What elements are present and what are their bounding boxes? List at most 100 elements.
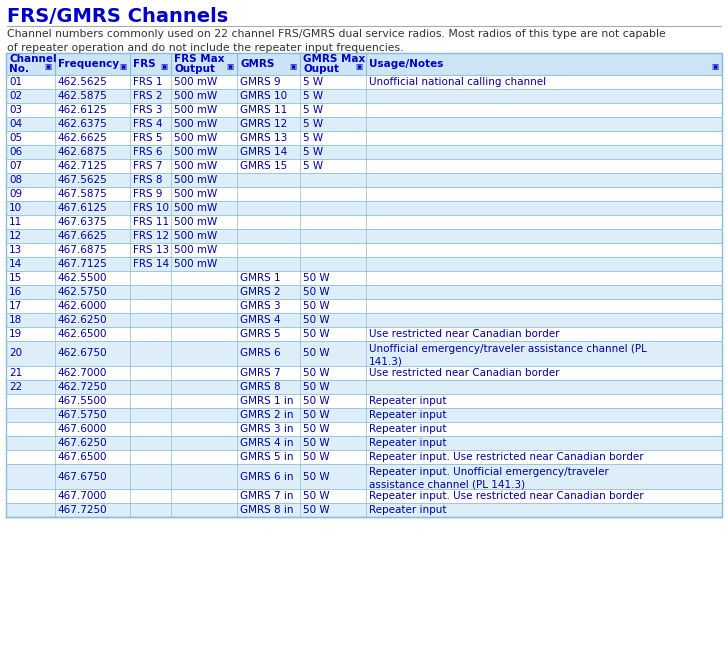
Text: ▣: ▣ xyxy=(711,62,719,71)
Bar xyxy=(6,257,722,271)
Text: GMRS 13: GMRS 13 xyxy=(240,133,288,143)
Text: 12: 12 xyxy=(9,231,23,241)
Text: 18: 18 xyxy=(9,315,23,325)
Text: GMRS: GMRS xyxy=(240,59,274,69)
Text: Repeater input: Repeater input xyxy=(369,410,447,420)
Text: 462.5875: 462.5875 xyxy=(58,91,108,101)
Text: 5 W: 5 W xyxy=(304,161,323,171)
Bar xyxy=(6,394,722,408)
Text: FRS Max
Output: FRS Max Output xyxy=(175,54,225,74)
Text: Repeater input: Repeater input xyxy=(369,505,447,515)
Text: Unofficial national calling channel: Unofficial national calling channel xyxy=(369,77,546,87)
Text: 15: 15 xyxy=(9,273,23,283)
Text: 462.6000: 462.6000 xyxy=(58,301,107,311)
Text: GMRS 1: GMRS 1 xyxy=(240,273,281,283)
Text: 462.7000: 462.7000 xyxy=(58,368,107,378)
Bar xyxy=(6,117,722,131)
Text: 500 mW: 500 mW xyxy=(175,245,218,255)
Text: 462.6125: 462.6125 xyxy=(58,105,108,115)
Bar xyxy=(6,53,722,75)
Text: 467.7000: 467.7000 xyxy=(58,491,107,501)
Text: 462.5625: 462.5625 xyxy=(58,77,108,87)
Text: 500 mW: 500 mW xyxy=(175,133,218,143)
Text: FRS 1: FRS 1 xyxy=(133,77,162,87)
Text: 467.7125: 467.7125 xyxy=(58,259,108,269)
Text: 5 W: 5 W xyxy=(304,119,323,129)
Text: 500 mW: 500 mW xyxy=(175,189,218,199)
Text: 01: 01 xyxy=(9,77,22,87)
Text: Channel numbers commonly used on 22 channel FRS/GMRS dual service radios. Most r: Channel numbers commonly used on 22 chan… xyxy=(7,29,665,53)
Text: ▣: ▣ xyxy=(290,62,297,71)
Text: 19: 19 xyxy=(9,329,23,339)
Bar xyxy=(6,145,722,159)
Text: 500 mW: 500 mW xyxy=(175,217,218,227)
Text: 5 W: 5 W xyxy=(304,133,323,143)
Text: GMRS 4: GMRS 4 xyxy=(240,315,281,325)
Bar xyxy=(6,436,722,450)
Text: 17: 17 xyxy=(9,301,23,311)
Text: 14: 14 xyxy=(9,259,23,269)
Text: ▣: ▣ xyxy=(226,62,234,71)
Text: 50 W: 50 W xyxy=(304,438,330,448)
Bar xyxy=(6,103,722,117)
Bar xyxy=(6,229,722,243)
Text: ▣: ▣ xyxy=(355,62,363,71)
Text: FRS 12: FRS 12 xyxy=(133,231,169,241)
Bar xyxy=(6,464,722,489)
Text: Frequency: Frequency xyxy=(58,59,119,69)
Text: GMRS 2: GMRS 2 xyxy=(240,287,281,297)
Text: GMRS 5 in: GMRS 5 in xyxy=(240,452,294,462)
Text: GMRS 6: GMRS 6 xyxy=(240,349,281,359)
Text: Repeater input: Repeater input xyxy=(369,396,447,406)
Bar xyxy=(6,243,722,257)
Text: Usage/Notes: Usage/Notes xyxy=(369,59,443,69)
Text: 50 W: 50 W xyxy=(304,368,330,378)
Text: 500 mW: 500 mW xyxy=(175,147,218,157)
Text: 06: 06 xyxy=(9,147,22,157)
Text: 5 W: 5 W xyxy=(304,105,323,115)
Text: FRS 3: FRS 3 xyxy=(133,105,162,115)
Text: Repeater input: Repeater input xyxy=(369,438,447,448)
Text: GMRS 5: GMRS 5 xyxy=(240,329,281,339)
Text: GMRS 3 in: GMRS 3 in xyxy=(240,424,294,434)
Text: 462.5500: 462.5500 xyxy=(58,273,107,283)
Text: FRS 10: FRS 10 xyxy=(133,203,169,213)
Text: 467.6250: 467.6250 xyxy=(58,438,107,448)
Text: GMRS 4 in: GMRS 4 in xyxy=(240,438,294,448)
Text: 462.6750: 462.6750 xyxy=(58,349,107,359)
Text: 50 W: 50 W xyxy=(304,471,330,481)
Text: 04: 04 xyxy=(9,119,22,129)
Text: 10: 10 xyxy=(9,203,22,213)
Text: GMRS 7 in: GMRS 7 in xyxy=(240,491,294,501)
Text: 462.6375: 462.6375 xyxy=(58,119,108,129)
Text: ▣: ▣ xyxy=(44,62,51,71)
Text: 11: 11 xyxy=(9,217,23,227)
Text: 50 W: 50 W xyxy=(304,410,330,420)
Text: 467.6750: 467.6750 xyxy=(58,471,107,481)
Text: 462.6875: 462.6875 xyxy=(58,147,108,157)
Text: 500 mW: 500 mW xyxy=(175,119,218,129)
Text: 21: 21 xyxy=(9,368,23,378)
Text: 16: 16 xyxy=(9,287,23,297)
Text: 50 W: 50 W xyxy=(304,273,330,283)
Text: Repeater input. Use restricted near Canadian border: Repeater input. Use restricted near Cana… xyxy=(369,452,644,462)
Text: 467.5875: 467.5875 xyxy=(58,189,108,199)
Text: 500 mW: 500 mW xyxy=(175,161,218,171)
Text: GMRS 11: GMRS 11 xyxy=(240,105,288,115)
Text: GMRS 3: GMRS 3 xyxy=(240,301,281,311)
Text: Unofficial emergency/traveler assistance channel (PL
141.3): Unofficial emergency/traveler assistance… xyxy=(369,344,647,367)
Bar xyxy=(6,215,722,229)
Text: 5 W: 5 W xyxy=(304,77,323,87)
Text: 50 W: 50 W xyxy=(304,301,330,311)
Text: 50 W: 50 W xyxy=(304,424,330,434)
Text: Repeater input. Unofficial emergency/traveler
assistance channel (PL 141.3): Repeater input. Unofficial emergency/tra… xyxy=(369,467,609,490)
Text: 500 mW: 500 mW xyxy=(175,77,218,87)
Text: FRS 11: FRS 11 xyxy=(133,217,169,227)
Bar xyxy=(6,408,722,422)
Bar xyxy=(6,173,722,187)
Text: 467.6500: 467.6500 xyxy=(58,452,107,462)
Text: GMRS 8 in: GMRS 8 in xyxy=(240,505,294,515)
Text: GMRS 8: GMRS 8 xyxy=(240,382,281,392)
Text: GMRS 12: GMRS 12 xyxy=(240,119,288,129)
Text: ▣: ▣ xyxy=(161,62,168,71)
